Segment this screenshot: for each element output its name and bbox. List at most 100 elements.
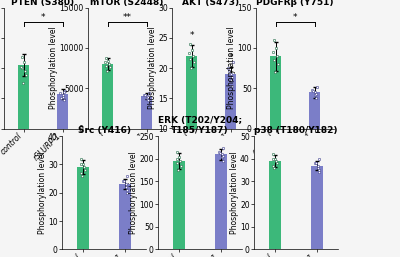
Point	[273, 46, 279, 50]
Point	[220, 159, 226, 163]
Y-axis label: Phosphorylation level: Phosphorylation level	[227, 27, 236, 109]
Point	[61, 97, 68, 102]
Point	[124, 188, 130, 192]
Text: *: *	[228, 53, 233, 62]
Y-axis label: Phosphorylation level: Phosphorylation level	[230, 151, 239, 234]
Point	[316, 157, 322, 161]
Bar	[141, 96, 152, 128]
Point	[119, 179, 126, 183]
Title: AKT (S473): AKT (S473)	[182, 0, 240, 7]
Point	[19, 66, 25, 70]
Point	[270, 163, 276, 168]
Point	[226, 69, 232, 73]
Y-axis label: Phosphorylation level: Phosphorylation level	[129, 151, 138, 234]
Point	[21, 60, 27, 64]
Point	[105, 59, 111, 63]
Point	[270, 157, 276, 161]
Point	[21, 69, 28, 73]
Bar	[77, 167, 89, 249]
Point	[144, 96, 150, 100]
Point	[314, 166, 321, 170]
Point	[215, 150, 222, 154]
Point	[57, 91, 64, 96]
Point	[273, 159, 279, 163]
Point	[229, 84, 236, 88]
Point	[274, 62, 281, 66]
Point	[228, 78, 234, 82]
Y-axis label: Phosphorylation level: Phosphorylation level	[38, 151, 47, 234]
Point	[61, 90, 67, 94]
Point	[189, 54, 196, 58]
Point	[176, 154, 183, 159]
Point	[270, 50, 277, 54]
Point	[145, 95, 151, 99]
Point	[309, 88, 316, 92]
Point	[272, 70, 278, 74]
Point	[189, 48, 195, 52]
Text: *: *	[189, 31, 194, 40]
Point	[81, 165, 87, 169]
Point	[18, 65, 25, 69]
Point	[174, 150, 180, 154]
Point	[220, 145, 226, 150]
Point	[103, 56, 109, 60]
Point	[178, 163, 184, 168]
Point	[311, 161, 318, 166]
Bar	[225, 74, 236, 189]
Point	[142, 94, 148, 98]
Point	[271, 38, 277, 42]
Point	[312, 93, 318, 97]
Point	[104, 68, 110, 72]
Point	[124, 191, 130, 195]
Point	[314, 85, 320, 89]
Point	[187, 42, 193, 46]
Point	[273, 54, 280, 58]
Point	[78, 157, 84, 161]
Point	[310, 89, 316, 93]
Y-axis label: Phosphorylation level: Phosphorylation level	[148, 27, 157, 109]
Point	[272, 157, 279, 161]
Point	[62, 89, 68, 93]
Bar	[311, 166, 323, 249]
Point	[177, 159, 183, 163]
Point	[186, 51, 193, 55]
Point	[22, 73, 29, 77]
Text: **: **	[122, 13, 132, 22]
Bar	[270, 56, 281, 128]
Bar	[309, 92, 320, 128]
Title: PDGFRβ (Y751): PDGFRβ (Y751)	[256, 0, 334, 7]
Point	[60, 93, 67, 97]
Bar	[18, 65, 29, 128]
Point	[80, 162, 87, 167]
Point	[78, 162, 84, 167]
Point	[58, 96, 64, 100]
Point	[313, 96, 320, 100]
Point	[60, 95, 66, 99]
Point	[219, 152, 225, 156]
Point	[313, 92, 319, 96]
Point	[229, 75, 235, 79]
Point	[315, 163, 321, 168]
Bar	[173, 161, 185, 249]
Title: PTEN (S380): PTEN (S380)	[12, 0, 74, 7]
Point	[218, 154, 225, 159]
Point	[146, 91, 152, 95]
Title: Src (Y416): Src (Y416)	[78, 126, 130, 135]
Point	[228, 72, 235, 76]
Bar	[269, 161, 281, 249]
Point	[78, 171, 84, 175]
Point	[230, 60, 236, 64]
Point	[105, 62, 112, 66]
Point	[312, 161, 319, 166]
Point	[106, 65, 113, 69]
Point	[19, 55, 25, 59]
Point	[123, 182, 129, 186]
Point	[188, 66, 194, 70]
Point	[20, 81, 26, 85]
Point	[175, 168, 182, 172]
Point	[174, 157, 180, 161]
Point	[316, 168, 322, 172]
Point	[79, 174, 86, 178]
Title: ERK (T202/Y204;
T185/Y187): ERK (T202/Y204; T185/Y187)	[158, 116, 242, 135]
Bar	[215, 154, 227, 249]
